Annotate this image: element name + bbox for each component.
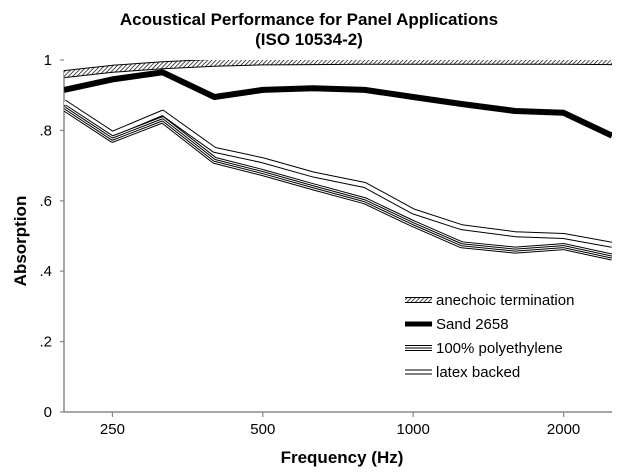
series-sand-2658 — [64, 69, 612, 139]
legend-item: 100% polyethylene — [405, 340, 563, 357]
x-tick-label: 2000 — [547, 421, 580, 438]
legend-label: latex backed — [436, 364, 520, 381]
legend-item: anechoic termination — [405, 292, 574, 309]
series-100-polyethylene — [64, 104, 612, 261]
series-line — [64, 107, 612, 258]
x-tick-label: 1000 — [397, 421, 430, 438]
series-latex-backed — [64, 99, 612, 248]
y-tick-label: .4 — [39, 263, 52, 280]
legend-label: 100% polyethylene — [436, 340, 563, 357]
series-line — [64, 100, 612, 247]
y-axis-title: Absorption — [11, 196, 30, 287]
legend-item: Sand 2658 — [405, 316, 509, 333]
legend-label: Sand 2658 — [436, 316, 509, 333]
x-tick-label: 500 — [250, 421, 275, 438]
y-tick-label: .6 — [39, 193, 52, 210]
chart-title: Acoustical Performance for Panel Applica… — [119, 10, 499, 29]
axes: 0 .2 .4 .6 .8 1 250 500 1000 2000 Frequency (Hz) Ab… — [11, 52, 612, 467]
y-tick-label: .2 — [39, 334, 52, 351]
legend-item: latex backed — [405, 364, 520, 381]
legend-label: anechoic termination — [436, 292, 574, 309]
chart-subtitle: (ISO 10534-2) — [255, 30, 363, 49]
series-line — [64, 60, 612, 78]
x-tick-label: 250 — [100, 421, 125, 438]
y-tick-label: .8 — [39, 122, 52, 139]
y-tick-label: 0 — [44, 404, 52, 421]
series-layer — [64, 60, 612, 261]
y-tick-label: 1 — [44, 52, 52, 69]
legend: anechoic termination Sand 2658 100% polyet… — [405, 292, 574, 381]
series-line — [64, 69, 612, 139]
x-axis-title: Frequency (Hz) — [281, 448, 404, 467]
series-anechoic-termination — [64, 60, 612, 79]
